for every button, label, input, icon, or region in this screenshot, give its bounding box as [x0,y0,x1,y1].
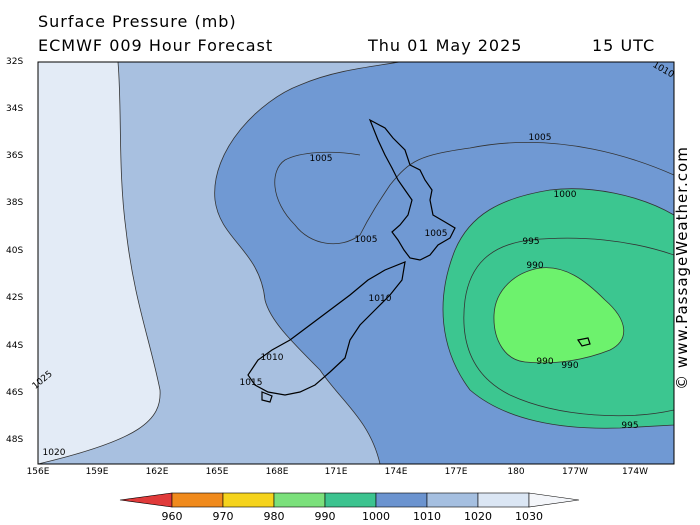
forecast-date: Thu 01 May 2025 [368,36,523,55]
isobar-label: 995 [522,237,539,247]
isobar-label: 1005 [529,133,552,143]
isobar-label: 1010 [261,353,284,363]
forecast-subtitle: ECMWF 009 Hour Forecast [38,36,274,55]
colorbar-tick: 990 [314,510,336,523]
pressure-field [38,62,674,464]
isobar-label: 990 [536,357,553,367]
lat-label: 40S [6,246,24,256]
isobar-label: 1005 [425,229,448,239]
stewart-island [261,391,273,403]
chatham-island [577,337,591,347]
colorbar-tick: 1000 [362,510,390,523]
colorbar-segment [222,492,275,508]
isobar-label: 1005 [355,235,378,245]
isobar-label: 1000 [554,190,577,200]
map-frame [37,61,675,465]
forecast-time: 15 UTC [592,36,656,55]
lon-label: 177E [444,467,468,477]
colorbar-segment [171,492,224,508]
lon-label: 159E [85,467,109,477]
lat-label: 38S [6,198,24,208]
site-credit: © www.PassageWeather.com [673,146,691,390]
lon-label: 174W [621,467,649,477]
isobar-label: 1010 [369,294,392,304]
lat-label: 32S [6,57,24,67]
colorbar [119,492,580,508]
lon-label: 162E [145,467,169,477]
isobar-label: 1015 [240,378,263,388]
isobar-label: 1020 [43,448,66,458]
colorbar-segment [426,492,479,508]
colorbar-tick: 1010 [413,510,441,523]
colorbar-segment [324,492,377,508]
lon-label: 165E [205,467,229,477]
lat-label: 42S [6,293,24,303]
lon-label: 171E [324,467,348,477]
colorbar-tick: 960 [161,510,183,523]
colorbar-tick: 980 [263,510,285,523]
colorbar-tick: 1030 [515,510,543,523]
isobar-label: 995 [621,421,638,431]
lat-label: 44S [6,341,24,351]
lon-label: 174E [384,467,408,477]
lat-label: 46S [6,388,24,398]
lat-label: 34S [6,104,24,114]
colorbar-segment [375,492,428,508]
colorbar-segment [119,492,173,508]
chart-title: Surface Pressure (mb) [38,12,237,31]
colorbar-segment [273,492,326,508]
south-island [247,261,406,396]
band-under-990 [493,267,625,364]
lat-label: 48S [6,435,24,445]
band-over-1015 [38,62,161,464]
north-island [368,118,456,261]
isobar-label: 1005 [310,154,333,164]
lon-label: 156E [26,467,50,477]
isobar-label: 990 [561,361,578,371]
lon-label: 168E [265,467,289,477]
colorbar-tick: 1020 [464,510,492,523]
colorbar-segment [477,492,530,508]
isobar-995 [463,237,674,417]
lat-label: 36S [6,151,24,161]
lon-label: 177W [561,467,589,477]
lon-label: 180 [507,467,525,477]
colorbar-tick: 970 [212,510,234,523]
isobar-label: 990 [526,261,543,271]
isobar-1005 [274,142,674,244]
land-outline [247,118,591,403]
colorbar-segment [528,492,580,508]
